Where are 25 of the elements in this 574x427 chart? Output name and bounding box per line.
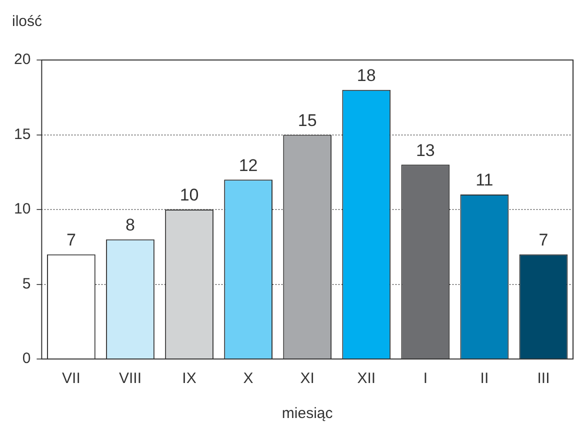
data-label: 7 (538, 230, 548, 250)
x-tick-label: II (480, 370, 489, 388)
y-tick-label: 0 (22, 350, 31, 368)
data-label: 7 (66, 230, 76, 250)
x-tick-label: X (243, 370, 254, 388)
y-tick-label: 15 (14, 126, 31, 143)
data-label: 11 (476, 170, 494, 190)
x-axis-title: miesiąc (282, 405, 334, 422)
data-label: 15 (298, 110, 317, 130)
y-tick-label: 5 (22, 275, 31, 292)
data-label: 10 (180, 186, 199, 205)
x-tick-label: VIII (118, 370, 142, 388)
data-label: 18 (356, 66, 376, 86)
x-tick-label: XI (300, 370, 314, 388)
y-tick-label: 10 (14, 200, 31, 218)
y-tick-label: 20 (14, 51, 31, 68)
x-tick-label: III (537, 370, 550, 388)
data-label: 13 (416, 140, 435, 160)
y-axis-title: ilość (12, 13, 43, 30)
data-label: 8 (126, 216, 135, 235)
x-tick-label: I (423, 370, 428, 388)
x-tick-label: VII (62, 370, 80, 388)
data-label: 12 (238, 156, 258, 175)
x-tick-label: IX (182, 370, 196, 388)
x-tick-label: XII (357, 370, 376, 388)
